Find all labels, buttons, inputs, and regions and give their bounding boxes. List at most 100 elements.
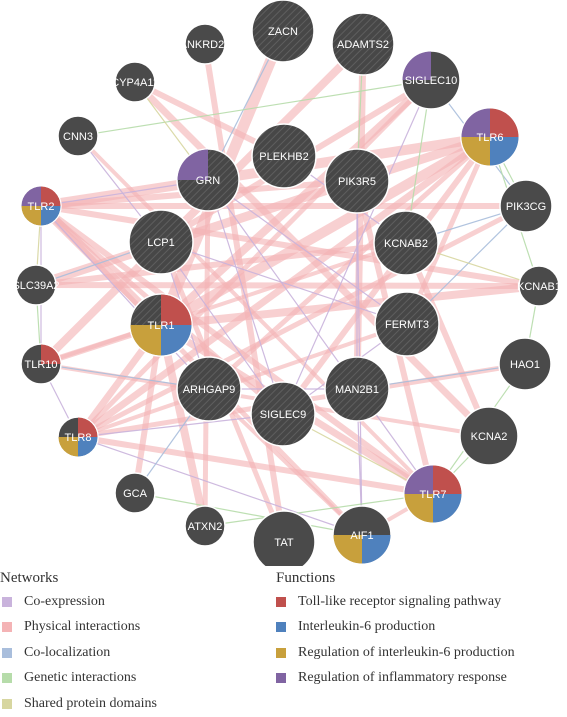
node-kcnab1[interactable]: KCNAB1 [517, 265, 561, 307]
node-pik3r5[interactable]: PIK3R5 [324, 148, 390, 214]
node-adamts2[interactable]: ADAMTS2 [331, 12, 395, 76]
node-tlr6[interactable]: TLR6 [460, 107, 520, 167]
node-ankrd29[interactable]: ANKRD29 [180, 23, 231, 65]
functions-legend-label: Toll-like receptor signaling pathway [298, 593, 502, 609]
node-plekhb2[interactable]: PLEKHB2 [251, 123, 317, 189]
function-slice-inflam [402, 51, 431, 80]
node-label: TLR2 [28, 201, 55, 213]
node-circle [324, 148, 390, 214]
node-kcnab2[interactable]: KCNAB2 [373, 210, 439, 276]
node-label: ANKRD29 [180, 39, 231, 51]
networks-legend-item: Shared protein domains [0, 691, 157, 717]
functions-legend-label: Interleukin-6 production [298, 619, 436, 635]
function-slice-reg_il6 [130, 325, 161, 356]
node-siglec10[interactable]: SIGLEC10 [401, 50, 461, 110]
networks-legend-item: Co-localization [0, 640, 157, 666]
node-lcp1[interactable]: LCP1 [128, 209, 194, 275]
function-slice-reg_il6 [461, 137, 490, 166]
node-hao1[interactable]: HAO1 [498, 337, 552, 391]
networks-legend-swatch [2, 647, 12, 658]
node-kcna2[interactable]: KCNA2 [459, 406, 519, 466]
node-arhgap9[interactable]: ARHGAP9 [176, 356, 242, 422]
node-tlr8[interactable]: TLR8 [57, 416, 99, 458]
edge-physical-kcnab2-slc39a2 [35, 240, 407, 288]
node-circle [518, 265, 560, 307]
function-slice-il6 [362, 535, 391, 564]
node-gca[interactable]: GCA [114, 472, 156, 514]
node-label: ZACN [268, 26, 298, 38]
networks-legend-label: Co-localization [24, 644, 111, 660]
node-cyp4a11[interactable]: CYP4A11 [111, 61, 159, 103]
node-label: FERMT3 [385, 319, 429, 331]
node-label: PLEKHB2 [259, 151, 309, 163]
function-slice-reg_il6 [333, 535, 362, 564]
node-label: ARHGAP9 [183, 384, 236, 396]
networks-legend-item: Co-expression [0, 589, 157, 615]
node-man2b1[interactable]: MAN2B1 [324, 356, 390, 422]
edge-genetic-cnn3-siglec10 [77, 79, 432, 137]
node-label: KCNAB1 [517, 281, 561, 293]
edge-genetic-atxn2-tlr7 [204, 493, 434, 527]
node-siglec9[interactable]: SIGLEC9 [250, 381, 316, 447]
node-slc39a2[interactable]: SLC39A2 [12, 264, 60, 306]
node-tlr7[interactable]: TLR7 [403, 464, 463, 524]
networks-legend-item: Genetic interactions [0, 666, 157, 692]
functions-legend-item: Interleukin-6 production [276, 615, 515, 641]
node-circle [184, 23, 226, 65]
functions-legend-item: Toll-like receptor signaling pathway [276, 589, 515, 615]
node-cnn3[interactable]: CNN3 [57, 115, 99, 157]
node-label: CYP4A11 [111, 77, 159, 89]
node-circle [250, 381, 316, 447]
node-tlr10[interactable]: TLR10 [20, 343, 62, 385]
edge-physical-tlr7-tlr8 [77, 434, 434, 497]
edge-physical-slc39a2-kcnab1 [35, 282, 540, 289]
functions-legend-swatch [276, 647, 286, 658]
functions-legend-swatch [276, 673, 286, 684]
node-pik3cg[interactable]: PIK3CG [499, 179, 553, 233]
networks-legend-item: Physical interactions [0, 615, 157, 641]
node-circle [324, 356, 390, 422]
function-slice-toll [41, 344, 61, 364]
node-circle [252, 510, 316, 566]
networks-legend-label: Genetic interactions [24, 670, 137, 686]
edge-coexpression-lcp1-fermt3 [160, 241, 408, 325]
function-slice-il6 [433, 494, 462, 523]
functions-legend-item: Regulation of interleukin-6 production [276, 640, 515, 666]
node-zacn[interactable]: ZACN [251, 0, 315, 63]
edge-coexpression-tlr2-arhgap9 [40, 205, 210, 390]
function-slice-toll [161, 294, 192, 325]
node-label: ADAMTS2 [337, 39, 389, 51]
networks-legend: Networks Co-expression Physical interacti… [0, 570, 157, 717]
node-aif1[interactable]: AIF1 [332, 505, 392, 565]
node-label: TLR8 [65, 432, 92, 444]
edge-physical-tlr8-fermt3 [77, 322, 408, 439]
node-fermt3[interactable]: FERMT3 [374, 291, 440, 357]
edge-physical-pik3cg-tlr8 [76, 203, 528, 440]
node-circle [459, 406, 519, 466]
networks-legend-swatch [2, 673, 12, 684]
edge-physical-arhgap9-aif1 [207, 387, 364, 537]
node-circle [176, 356, 242, 422]
node-tlr2[interactable]: TLR2 [20, 185, 62, 227]
functions-legend-label: Regulation of interleukin-6 production [298, 644, 515, 660]
function-slice-il6 [490, 137, 519, 166]
node-circle [331, 12, 395, 76]
function-slice-toll [490, 108, 519, 137]
node-tat[interactable]: TAT [252, 510, 316, 566]
edge-physical-tlr2-kcnab1 [40, 203, 540, 289]
edge-coexpression-siglec9-tlr8 [77, 413, 284, 438]
node-circle [15, 264, 57, 306]
network-edges [34, 28, 540, 543]
node-label: HAO1 [510, 359, 540, 371]
node-circle [499, 179, 553, 233]
node-tlr1[interactable]: TLR1 [129, 293, 193, 357]
node-label: AIF1 [350, 530, 373, 542]
edge-physical-adamts2-man2b1 [353, 43, 367, 390]
edge-coexpression-grn-siglec9 [207, 179, 284, 415]
node-atxn2[interactable]: ATXN2 [184, 505, 226, 547]
node-grn[interactable]: GRN [176, 148, 240, 212]
node-label: KCNAB2 [384, 238, 428, 250]
node-label: CNN3 [63, 131, 93, 143]
node-label: GCA [123, 488, 148, 500]
node-label: SLC39A2 [12, 280, 59, 292]
